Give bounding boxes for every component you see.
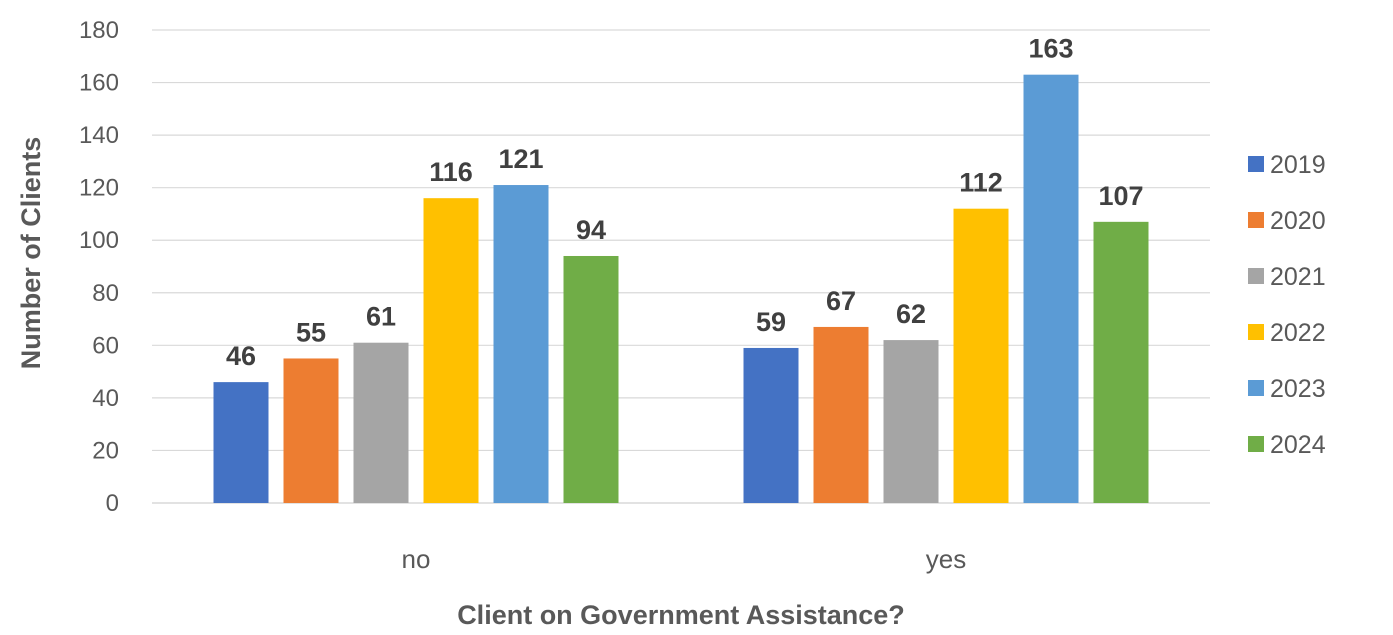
- bar-value-label: 112: [959, 168, 1003, 198]
- bar: [743, 347, 799, 503]
- y-tick-label: 80: [92, 280, 119, 307]
- y-tick-label: 60: [92, 332, 119, 359]
- bar-value-label: 107: [1098, 181, 1143, 211]
- y-tick-label: 20: [92, 437, 119, 464]
- y-tick-label: 140: [79, 122, 119, 149]
- bar-value-label: 55: [296, 317, 326, 347]
- y-axis-title: Number of Clients: [16, 137, 46, 370]
- bar: [1093, 221, 1149, 504]
- legend-label: 2023: [1270, 375, 1326, 403]
- data-labels: 46 55 61 116 121 94 59 67 62 112 163 107: [226, 34, 1144, 371]
- bar-value-label: 94: [576, 215, 606, 245]
- y-tick-label: 0: [106, 490, 119, 517]
- y-tick-label: 180: [79, 17, 119, 44]
- y-axis-ticks: 0 20 40 60 80 100 120 140 160 180: [79, 17, 119, 517]
- legend-swatch: [1248, 212, 1264, 228]
- bar-value-label: 61: [366, 302, 396, 332]
- legend-swatch: [1248, 268, 1264, 284]
- y-tick-label: 120: [79, 175, 119, 202]
- x-axis-title: Client on Government Assistance?: [457, 600, 905, 630]
- bar-value-label: 116: [429, 157, 473, 187]
- bar: [813, 326, 869, 503]
- bar: [213, 382, 269, 503]
- bar: [1023, 74, 1079, 503]
- bars: [213, 74, 1149, 504]
- bar: [283, 358, 339, 503]
- bar: [423, 198, 479, 503]
- x-axis-categories: no yes: [402, 544, 967, 574]
- bar: [883, 340, 939, 503]
- legend: 2019 2020 2021 2022 2023 2024: [1248, 151, 1326, 459]
- bar-value-label: 121: [498, 144, 543, 174]
- bar-value-label: 59: [756, 307, 786, 337]
- bar-value-label: 62: [896, 299, 926, 329]
- bar-value-label: 163: [1028, 34, 1073, 64]
- bar: [493, 185, 549, 504]
- x-category-label: no: [402, 544, 431, 574]
- y-tick-label: 40: [92, 385, 119, 412]
- legend-label: 2021: [1270, 263, 1326, 291]
- bar-value-label: 67: [826, 286, 856, 316]
- bar-value-label: 46: [226, 341, 256, 371]
- bar: [953, 208, 1009, 503]
- y-tick-label: 100: [79, 227, 119, 254]
- legend-swatch: [1248, 156, 1264, 172]
- bar: [563, 255, 619, 503]
- legend-swatch: [1248, 380, 1264, 396]
- y-tick-label: 160: [79, 70, 119, 97]
- legend-label: 2022: [1270, 319, 1326, 347]
- x-category-label: yes: [926, 544, 966, 574]
- legend-label: 2019: [1270, 151, 1326, 179]
- legend-swatch: [1248, 324, 1264, 340]
- legend-swatch: [1248, 436, 1264, 452]
- legend-label: 2020: [1270, 207, 1326, 235]
- legend-label: 2024: [1270, 431, 1326, 459]
- bar: [353, 342, 409, 503]
